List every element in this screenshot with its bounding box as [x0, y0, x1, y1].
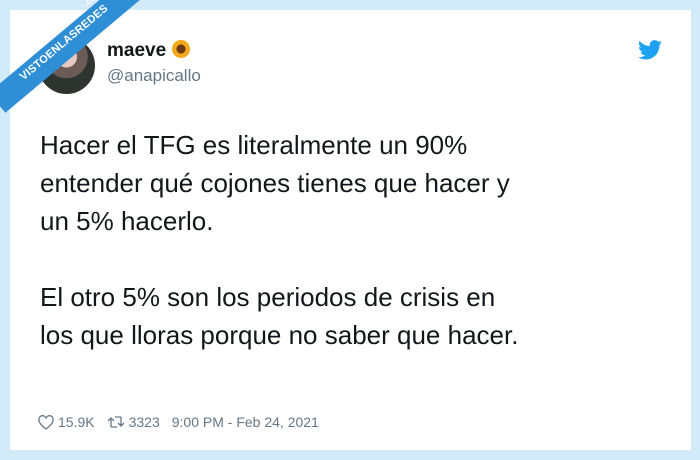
tweet-text: Hacer el TFG es literalmente un 90% ente…	[40, 126, 670, 392]
author-name[interactable]: maeve	[107, 40, 191, 62]
tweet-card: VISTOENLASREDES.com	[0, 0, 691, 450]
heart-icon[interactable]	[38, 414, 54, 430]
twitter-bird-icon[interactable]	[638, 40, 662, 60]
timestamp[interactable]: 9:00 PM - Feb 24, 2021	[171, 414, 319, 430]
retweet-icon[interactable]	[107, 415, 125, 429]
author-handle[interactable]: @anapicallo	[107, 66, 201, 85]
tweet-meta: 15.9K 3323 9:00 PM - Feb 24, 2021	[38, 414, 319, 430]
tweet-paragraph: El otro 5% son los periodos de crisis en…	[40, 282, 519, 350]
sunflower-icon	[172, 40, 191, 58]
tweet-paragraph: Hacer el TFG es literalmente un 90% ente…	[40, 130, 510, 236]
retweet-count: 3323	[128, 414, 160, 430]
like-count: 15.9K	[58, 414, 95, 430]
author-name-text: maeve	[107, 40, 167, 61]
